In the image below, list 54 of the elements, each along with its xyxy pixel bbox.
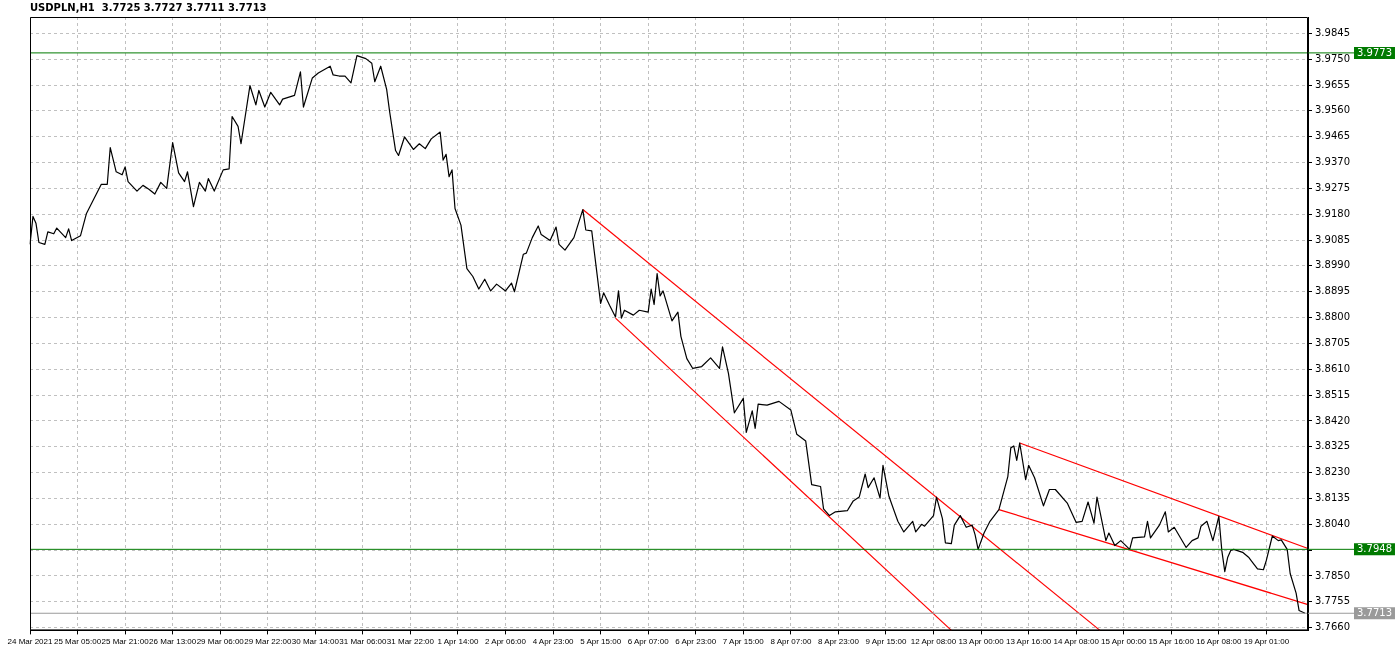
- x-tick-label: 24 Mar 2021: [7, 637, 54, 647]
- x-tick-label: 25 Mar 21:00: [101, 637, 150, 647]
- x-tick-label: 31 Mar 22:00: [386, 637, 435, 647]
- y-tick-label: 3.9655: [1315, 78, 1350, 90]
- y-tick-label: 3.8610: [1315, 362, 1350, 374]
- x-tick-label: 19 Apr 01:00: [1243, 637, 1290, 647]
- x-tick-label: 16 Apr 08:00: [1196, 637, 1243, 647]
- y-tick-label: 3.8800: [1315, 311, 1350, 323]
- x-tick-label: 29 Mar 22:00: [244, 637, 292, 647]
- ref-line-label: 3.7713: [1357, 606, 1392, 618]
- x-tick-label: 30 Mar 14:00: [291, 637, 340, 647]
- y-tick-label: 3.9180: [1315, 207, 1350, 219]
- x-tick-label: 13 Apr 00:00: [958, 637, 1005, 647]
- x-tick-label: 6 Apr 23:00: [675, 637, 717, 647]
- y-tick-label: 3.8895: [1315, 285, 1350, 297]
- y-tick-label: 3.8705: [1315, 337, 1350, 349]
- y-tick-label: 3.8420: [1315, 414, 1350, 426]
- x-tick-label: 15 Apr 16:00: [1148, 637, 1195, 647]
- x-tick-label: 25 Mar 05:00: [53, 637, 102, 647]
- y-tick-label: 3.9370: [1315, 156, 1350, 168]
- x-tick-label: 4 Apr 23:00: [532, 637, 575, 647]
- y-tick-label: 3.8040: [1315, 517, 1350, 529]
- ref-line-label: 3.7948: [1357, 542, 1392, 554]
- y-tick-label: 3.8515: [1315, 388, 1350, 400]
- x-tick-label: 31 Mar 06:00: [339, 637, 387, 647]
- y-tick-label: 3.7850: [1315, 569, 1350, 581]
- x-tick-label: 26 Mar 13:00: [149, 637, 197, 647]
- y-tick-label: 3.9845: [1315, 26, 1350, 38]
- x-tick-label: 14 Apr 08:00: [1053, 637, 1100, 647]
- y-tick-label: 3.7660: [1315, 621, 1350, 633]
- x-tick-label: 1 Apr 14:00: [437, 637, 479, 647]
- x-tick-label: 12 Apr 08:00: [910, 637, 957, 647]
- x-tick-label: 5 Apr 15:00: [580, 637, 622, 647]
- y-tick-label: 3.9085: [1315, 233, 1350, 245]
- y-tick-label: 3.9465: [1315, 130, 1350, 142]
- ref-line-label: 3.9773: [1357, 46, 1392, 58]
- x-tick-label: 9 Apr 15:00: [865, 637, 907, 647]
- y-tick-label: 3.9750: [1315, 52, 1350, 64]
- x-tick-label: 2 Apr 06:00: [485, 637, 527, 647]
- x-tick-label: 8 Apr 07:00: [770, 637, 812, 647]
- y-tick-label: 3.9275: [1315, 181, 1350, 193]
- y-tick-label: 3.7755: [1315, 595, 1350, 607]
- y-tick-label: 3.8230: [1315, 466, 1350, 478]
- y-tick-label: 3.8990: [1315, 259, 1350, 271]
- x-tick-label: 6 Apr 07:00: [627, 637, 670, 647]
- x-tick-label: 7 Apr 15:00: [722, 637, 765, 647]
- x-tick-label: 8 Apr 23:00: [817, 637, 860, 647]
- y-tick-label: 3.8135: [1315, 492, 1350, 504]
- x-tick-label: 15 Apr 00:00: [1101, 637, 1147, 647]
- y-tick-label: 3.8325: [1315, 440, 1350, 452]
- x-tick-label: 29 Mar 06:00: [196, 637, 245, 647]
- chart-title: USDPLN,H1 3.7725 3.7727 3.7711 3.7713: [30, 1, 267, 13]
- x-tick-label: 13 Apr 16:00: [1005, 637, 1052, 647]
- y-tick-label: 3.9560: [1315, 104, 1350, 116]
